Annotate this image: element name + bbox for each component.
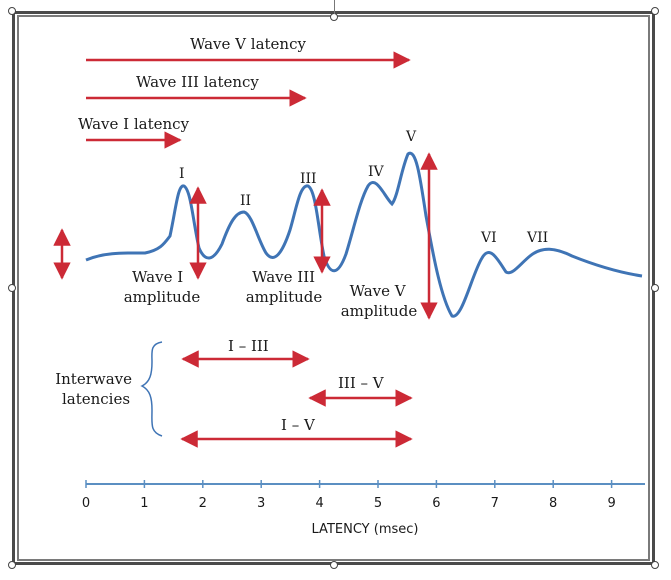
- resize-handle-bottom-right[interactable]: [651, 561, 659, 569]
- peak-iii-label: III: [300, 171, 317, 187]
- axis-tick-label-1: 1: [140, 496, 148, 511]
- interwave-line1: Interwave: [55, 370, 132, 388]
- axis-tick-label-3: 3: [257, 496, 265, 511]
- peak-iv-label: IV: [368, 164, 385, 180]
- wave-i-amplitude-label: Wave I amplitude: [124, 268, 201, 306]
- wave-i-latency-label: Wave I latency: [78, 115, 190, 133]
- resize-handle-mid-right[interactable]: [651, 284, 659, 292]
- axis-tick-label-9: 9: [607, 496, 615, 511]
- wave-v-latency-label: Wave V latency: [190, 35, 306, 53]
- resize-handle-top-left[interactable]: [8, 7, 16, 15]
- wave-i-amplitude-line2: amplitude: [124, 288, 201, 306]
- axis-tick-label-5: 5: [374, 496, 382, 511]
- wave-iii-amplitude-line1: Wave III: [252, 268, 315, 286]
- wave-iii-latency-label: Wave III latency: [136, 73, 259, 91]
- interwave-line2: latencies: [62, 390, 130, 408]
- rotate-stem: [334, 0, 335, 14]
- interwave-latencies-label: Interwave latencies: [55, 370, 137, 408]
- wave-v-amplitude-line2: amplitude: [341, 302, 418, 320]
- wave-v-amplitude-line1: Wave V: [350, 282, 407, 300]
- peak-ii-label: II: [240, 193, 251, 209]
- peak-v-label: V: [405, 129, 417, 145]
- axis-ticks: 0 1 2 3 4 5 6 7 8 9: [82, 480, 616, 511]
- axis-tick-label-6: 6: [432, 496, 440, 511]
- axis-tick-label-4: 4: [315, 496, 323, 511]
- wave-iii-amplitude-label: Wave III amplitude: [246, 268, 323, 306]
- axis-tick-label-8: 8: [549, 496, 557, 511]
- wave-iii-amplitude-line2: amplitude: [246, 288, 323, 306]
- axis-tick-label-7: 7: [491, 496, 499, 511]
- resize-handle-top-right[interactable]: [651, 7, 659, 15]
- latency-axis-title: LATENCY (msec): [312, 522, 419, 537]
- wave-i-amplitude-line1: Wave I: [132, 268, 183, 286]
- resize-handle-bottom-center[interactable]: [330, 561, 338, 569]
- interwave-brace: [140, 341, 163, 437]
- interwave-i-v-label: I – V: [281, 416, 316, 434]
- interwave-iii-v-label: III – V: [338, 374, 385, 392]
- resize-handle-bottom-left[interactable]: [8, 561, 16, 569]
- axis-tick-label-0: 0: [82, 496, 90, 511]
- peak-i-label: I: [179, 166, 185, 182]
- interwave-i-iii-label: I – III: [228, 337, 269, 355]
- resize-handle-mid-left[interactable]: [8, 284, 16, 292]
- wave-v-amplitude-label: Wave V amplitude: [341, 282, 418, 320]
- peak-vi-label: VI: [480, 230, 497, 246]
- peak-vii-label: VII: [526, 230, 548, 246]
- axis-tick-label-2: 2: [199, 496, 207, 511]
